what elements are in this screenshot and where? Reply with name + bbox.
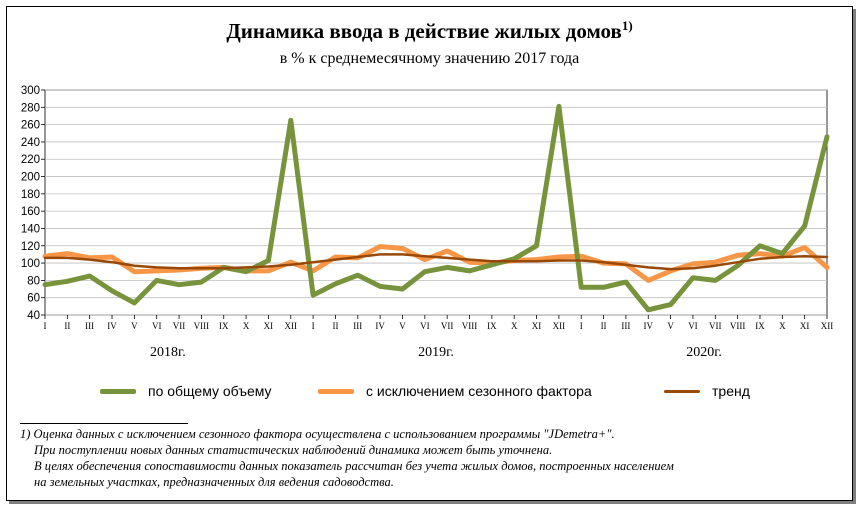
x-tick-label: VIII — [194, 321, 210, 331]
x-tick-label: I — [312, 321, 315, 331]
y-tick-label: 180 — [21, 189, 40, 201]
legend-item-total: по общему объему — [100, 383, 272, 399]
x-tick-label: III — [621, 321, 630, 331]
y-tick-label: 80 — [27, 275, 40, 287]
x-tick-label: XI — [800, 321, 810, 331]
line-chart: 40 60 80 100 120 140 160 180 200 220 240 260 280 300 I… — [21, 85, 834, 360]
x-tick-label: IX — [755, 321, 765, 331]
y-tick-label: 280 — [21, 102, 40, 114]
series-line-trend — [43, 253, 829, 271]
title-footnote-mark: 1) — [621, 18, 633, 33]
x-tick-label: IX — [219, 321, 229, 331]
y-tick-label: 100 — [21, 258, 40, 270]
year-label: 2018г. — [150, 345, 186, 360]
x-tick-label: II — [332, 321, 338, 331]
legend-swatch-trend — [664, 389, 700, 393]
footnote-divider — [20, 423, 188, 424]
footnote-line-4: на земельных участках, предназначенных д… — [34, 475, 394, 489]
series-line-total — [42, 103, 830, 313]
legend-label-total: по общему объему — [148, 383, 272, 399]
footnote-line-2: При поступлении новых данных статистичес… — [34, 443, 553, 457]
x-tick-label: V — [399, 321, 406, 331]
legend-label-seasonal: с исключением сезонного фактора — [366, 383, 592, 399]
x-tick-label: VIII — [730, 321, 746, 331]
x-tick-label: IV — [644, 321, 654, 331]
x-tick-label: IV — [375, 321, 385, 331]
y-tick-label: 160 — [21, 206, 40, 218]
x-tick-label: XI — [532, 321, 542, 331]
x-tick-label: I — [44, 321, 47, 331]
year-label: 2020г. — [686, 345, 722, 360]
series-line-seasonal — [42, 244, 830, 283]
x-tick-label: X — [779, 321, 786, 331]
footnote: 1) Оценка данных с исключением сезонного… — [20, 426, 840, 490]
y-tick-label: 200 — [21, 172, 40, 184]
footnote-line-3: В целях обеспечения сопоставимости данны… — [34, 459, 674, 473]
y-tick-label: 260 — [21, 120, 40, 132]
x-tick-label: III — [85, 321, 94, 331]
y-tick-label: 140 — [21, 223, 40, 235]
y-tick-label: 240 — [21, 137, 40, 149]
x-tick-label: X — [243, 321, 250, 331]
legend-item-seasonal: с исключением сезонного фактора — [318, 383, 592, 399]
x-tick-label: I — [580, 321, 583, 331]
x-tick-label: XII — [553, 321, 566, 331]
y-tick-label: 40 — [27, 310, 40, 322]
x-tick-label: VII — [709, 321, 722, 331]
x-tick-label: XII — [821, 321, 834, 331]
chart-title-text: Динамика ввода в действие жилых домов — [226, 19, 622, 43]
x-tick-label: VII — [173, 321, 186, 331]
x-tick-label: XII — [285, 321, 298, 331]
y-tick-label: 60 — [27, 293, 40, 305]
legend-label-trend: тренд — [712, 383, 750, 399]
x-tick-label: V — [131, 321, 138, 331]
legend: по общему объему с исключением сезонного… — [0, 383, 859, 401]
x-tick-label: III — [353, 321, 362, 331]
y-tick-label: 300 — [21, 85, 40, 97]
chart-subtitle: в % к среднемесячному значению 2017 года — [279, 50, 580, 67]
x-tick-label: IV — [107, 321, 117, 331]
legend-swatch-total — [100, 388, 136, 394]
x-tick-label: II — [64, 321, 70, 331]
x-tick-label: VI — [152, 321, 162, 331]
x-tick-label: VII — [441, 321, 454, 331]
legend-swatch-seasonal — [318, 388, 354, 394]
x-tick-label: XI — [264, 321, 274, 331]
y-tick-label: 120 — [21, 241, 40, 253]
x-tick-label: VI — [688, 321, 698, 331]
x-tick-label: VIII — [462, 321, 478, 331]
x-tick-label: V — [667, 321, 674, 331]
legend-item-trend: тренд — [664, 383, 750, 399]
y-tick-label: 220 — [21, 154, 40, 166]
year-label: 2019г. — [418, 345, 454, 360]
x-tick-label: VI — [420, 321, 430, 331]
x-tick-label: IX — [487, 321, 497, 331]
x-tick-label: X — [511, 321, 518, 331]
x-tick-label: II — [601, 321, 607, 331]
footnote-line-1: 1) Оценка данных с исключением сезонного… — [20, 427, 615, 441]
chart-title: Динамика ввода в действие жилых домов1) — [0, 18, 859, 44]
